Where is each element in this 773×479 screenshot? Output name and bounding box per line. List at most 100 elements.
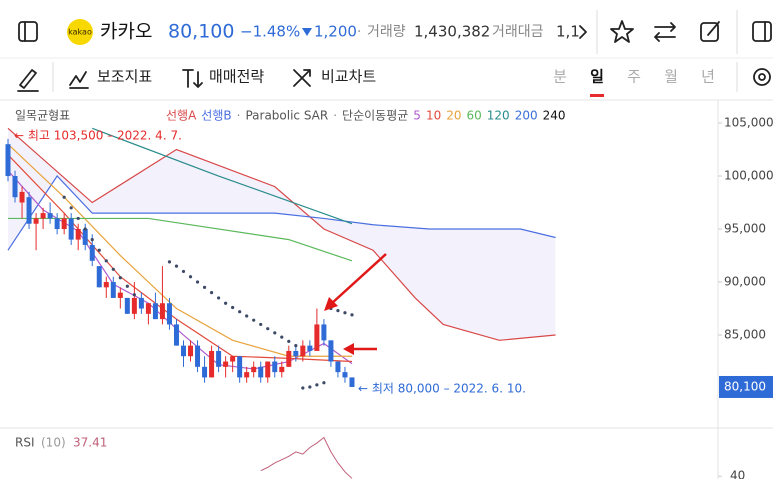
candle-body (138, 297, 144, 309)
candle-body (47, 213, 53, 219)
sar-dot (188, 275, 193, 279)
period-tab[interactable]: 일 (590, 68, 604, 86)
candle-body (131, 297, 137, 314)
candle-body (209, 350, 215, 378)
candle-body (202, 366, 208, 378)
candle-body (223, 361, 229, 367)
candle-body (237, 356, 243, 378)
last-price-label: 80,100 (724, 379, 766, 393)
sar-dot (209, 291, 214, 295)
candle-body (286, 350, 292, 367)
sar-dot (315, 383, 319, 387)
candle-body (244, 372, 250, 378)
sar-dot (301, 386, 305, 390)
sidebar-icon[interactable] (18, 21, 38, 42)
period-tab[interactable]: 주 (627, 68, 641, 86)
sar-dot (266, 327, 270, 331)
sar-dot (195, 280, 200, 284)
indicator-icon[interactable] (69, 71, 89, 89)
candle-body (216, 350, 222, 367)
draw-icon[interactable] (17, 69, 39, 92)
candle-body (54, 218, 60, 230)
candle-body (349, 377, 355, 387)
sar-dot (111, 267, 115, 271)
sar-dot (104, 259, 108, 263)
sar-dot (336, 309, 340, 313)
y-tick-label: 90,000 (724, 275, 766, 289)
sar-dot (308, 385, 312, 389)
rsi-value: 37.41 (73, 436, 107, 450)
down-triangle (302, 28, 312, 36)
sar-dot (252, 318, 256, 322)
sar-dot (322, 381, 326, 385)
candle-body (110, 282, 116, 298)
candle-body (328, 340, 334, 362)
sar-dot (245, 314, 249, 318)
y-tick-label: 85,000 (724, 328, 766, 342)
separator: · (357, 24, 361, 40)
sar-dot (238, 310, 242, 314)
red-arrow (324, 253, 387, 311)
candle-body (335, 361, 341, 373)
rsi-tick-label: 40 (730, 469, 745, 479)
rsi-line (260, 436, 353, 479)
stock-name: 카카오 (100, 21, 152, 43)
span-a-line (7, 127, 556, 341)
legend-span-b: 선행B (201, 108, 231, 123)
candle-body (166, 303, 172, 325)
candle-body (321, 324, 327, 341)
y-tick-label: 105,000 (724, 116, 773, 130)
period-tab[interactable]: 년 (701, 68, 715, 86)
y-tick-label: 95,000 (724, 222, 766, 236)
ichimoku-cloud (8, 128, 556, 341)
edit-icon[interactable] (700, 21, 720, 42)
sar-dot (97, 248, 101, 252)
low-note: ← 최저 80,000 – 2022. 6. 10. (358, 382, 526, 396)
rsi-params: (10) (41, 436, 66, 450)
candle-body (124, 297, 130, 314)
compare-icon[interactable] (293, 69, 311, 87)
separator: · (237, 109, 241, 123)
period-tab[interactable]: 월 (664, 68, 678, 86)
sar-dot (350, 313, 354, 317)
settings-icon[interactable] (753, 68, 771, 86)
legend-span-a: 선행A (166, 108, 197, 123)
panel-icon[interactable] (752, 21, 772, 42)
swap-icon[interactable] (654, 22, 676, 42)
candle-body (279, 366, 285, 373)
sar-dot (76, 216, 80, 221)
candle-body (342, 372, 348, 378)
strategy-button[interactable]: 매매전략 (209, 68, 264, 86)
price: 80,100 (168, 21, 234, 43)
candle-body (117, 292, 123, 298)
legend-sar: Parabolic SAR (245, 109, 328, 123)
strategy-icon[interactable] (182, 69, 203, 88)
sar-dot (273, 331, 277, 335)
sar-dot (167, 260, 172, 264)
sar-dot (202, 285, 207, 289)
legend-entry: 120 (487, 109, 510, 123)
sar-dot (181, 269, 186, 274)
candle-body (19, 191, 25, 203)
candle-body (314, 324, 320, 351)
high-note: ← 최고 103,500 – 2022. 4. 7. (14, 129, 182, 143)
candle-body (181, 345, 186, 357)
candle-body (103, 282, 109, 288)
sar-dot (280, 335, 284, 339)
candle-body (33, 218, 39, 224)
red-arrow (343, 343, 377, 355)
more-icon[interactable] (579, 25, 587, 39)
sar-dot (294, 344, 298, 348)
indicators-button[interactable]: 보조지표 (97, 68, 152, 86)
rsi-name: RSI (15, 436, 35, 450)
period-tab[interactable]: 분 (553, 68, 567, 86)
sar-dot (90, 238, 94, 242)
candle-body (300, 345, 306, 357)
candle-body (68, 218, 74, 240)
sar-dot (217, 296, 221, 300)
candle-body (293, 350, 299, 357)
compare-button[interactable]: 비교차트 (321, 68, 376, 86)
star-icon[interactable] (610, 20, 634, 43)
candle-body (96, 266, 102, 288)
